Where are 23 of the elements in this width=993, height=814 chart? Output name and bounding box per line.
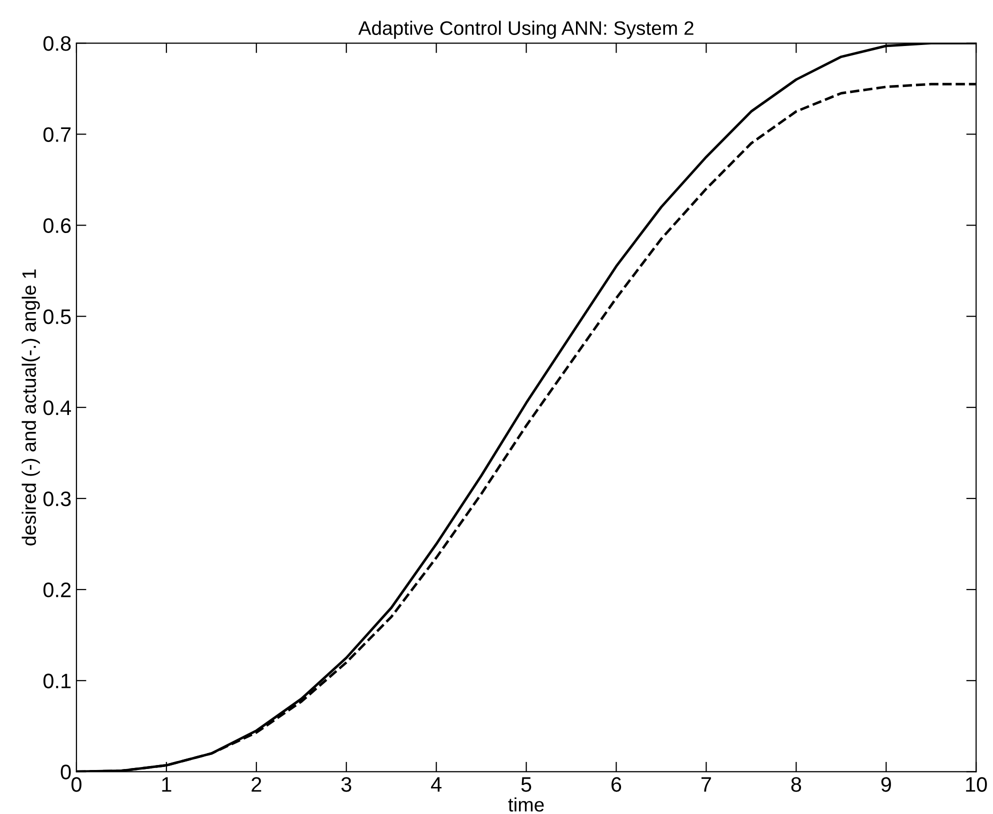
y-tick-label: 0 — [60, 764, 71, 780]
x-tick-label: 8 — [791, 777, 802, 792]
y-tick-label: 0.5 — [43, 309, 71, 324]
y-tick-label: 0.8 — [43, 36, 71, 51]
x-axis-title: time — [508, 797, 544, 812]
x-tick-label: 6 — [612, 777, 622, 792]
y-tick-label: 0.4 — [43, 400, 71, 416]
x-tick-label: 3 — [341, 777, 352, 792]
y-tick-label: 0.1 — [43, 674, 71, 688]
x-tick-label: 1 — [162, 777, 172, 792]
y-tick-label: 0.2 — [43, 582, 71, 598]
y-axis-title: desired (-) and actual(-.) angle 1 — [22, 269, 40, 546]
x-tick-label: 0 — [71, 777, 82, 792]
y-tick-label: 0.7 — [43, 127, 71, 142]
x-tick-label: 5 — [521, 777, 532, 792]
y-tick-label: 0.3 — [43, 491, 71, 506]
y-tick-label: 0.6 — [43, 218, 71, 234]
x-tick-label: 4 — [431, 777, 442, 792]
x-tick-label: 10 — [966, 777, 987, 792]
x-tick-label: 7 — [701, 777, 711, 792]
chart-title: Adaptive Control Using ANN: System 2 — [358, 20, 694, 39]
x-tick-label: 9 — [881, 777, 891, 792]
x-tick-label: 2 — [252, 777, 262, 792]
